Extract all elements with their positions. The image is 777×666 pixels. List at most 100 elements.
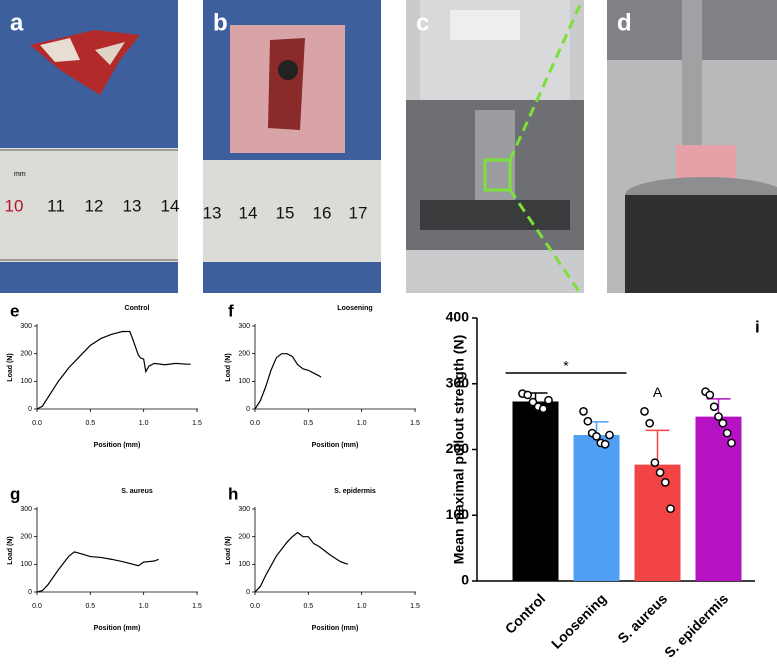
load-curve xyxy=(254,353,322,410)
panel-label: a xyxy=(10,9,24,36)
y-tick-label: 100 xyxy=(20,561,32,568)
y-tick-label: 200 xyxy=(238,534,250,541)
bar xyxy=(573,435,620,581)
x-tick-label: 0.0 xyxy=(250,603,260,610)
data-point xyxy=(528,397,538,407)
y-tick-label: 0 xyxy=(246,589,250,596)
load-curve xyxy=(254,531,349,593)
x-tick-label: 0.5 xyxy=(303,420,313,427)
x-tick-label: 0.5 xyxy=(85,420,95,427)
x-tick-label: 1.0 xyxy=(357,420,367,427)
x-tick-label: 0.0 xyxy=(32,603,42,610)
x-tick-label: Control xyxy=(502,590,549,637)
data-point xyxy=(640,407,649,416)
x-tick-label: S. epidermis xyxy=(661,590,731,660)
ruler-number: 16 xyxy=(313,203,332,222)
y-tick-label: 0 xyxy=(461,572,469,588)
x-axis-label: Position (mm) xyxy=(94,442,141,449)
y-tick-label: 0 xyxy=(28,406,32,413)
bar xyxy=(512,401,559,581)
data-point xyxy=(705,390,715,400)
y-axis-label: Load (N) xyxy=(7,536,14,564)
chart-title: Control xyxy=(125,305,150,312)
load-curve xyxy=(36,551,159,593)
data-point xyxy=(718,418,728,428)
ruler-unit: mm xyxy=(14,171,26,178)
y-tick-label: 0 xyxy=(28,589,32,596)
x-axis-label: Position (mm) xyxy=(312,625,359,632)
data-point xyxy=(727,438,736,448)
panel-label: g xyxy=(10,484,20,503)
chart-title: S. epidermis xyxy=(334,488,376,495)
x-tick-label: 1.5 xyxy=(192,603,202,610)
photo-a xyxy=(0,0,178,293)
panel-label: f xyxy=(228,301,234,320)
panel-label: h xyxy=(228,484,238,503)
data-point xyxy=(523,390,533,400)
data-point xyxy=(660,478,670,487)
chart-title: S. aureus xyxy=(121,488,153,495)
y-axis-label: Load (N) xyxy=(225,536,232,564)
data-point xyxy=(538,404,548,414)
data-point xyxy=(600,439,610,449)
photo-b xyxy=(203,0,381,293)
significance-label: * xyxy=(563,358,569,374)
panel-label: i xyxy=(755,317,760,336)
data-point xyxy=(544,395,553,405)
x-axis-label: Position (mm) xyxy=(312,442,359,449)
y-tick-label: 100 xyxy=(238,561,250,568)
data-point xyxy=(605,430,614,440)
data-point xyxy=(714,412,723,421)
ruler-number: 10 xyxy=(5,196,24,215)
y-tick-label: 200 xyxy=(20,534,32,541)
x-tick-label: 1.5 xyxy=(410,420,420,427)
y-tick-label: 200 xyxy=(238,351,250,358)
x-tick-label: 0.5 xyxy=(85,603,95,610)
data-point xyxy=(583,416,593,426)
photo-c xyxy=(406,0,584,294)
x-axis-label: Position (mm) xyxy=(94,625,141,632)
y-tick-label: 300 xyxy=(238,323,250,330)
data-point xyxy=(709,402,719,412)
y-tick-label: 300 xyxy=(238,506,250,513)
ruler-number: 14 xyxy=(161,196,180,215)
significance-label: A xyxy=(653,384,663,400)
y-tick-label: 0 xyxy=(246,406,250,413)
photo-d xyxy=(607,0,777,293)
data-point xyxy=(645,418,655,428)
y-tick-label: 300 xyxy=(20,323,32,330)
x-tick-label: 1.0 xyxy=(357,603,367,610)
y-tick-label: 200 xyxy=(446,440,470,456)
ruler-number: 13 xyxy=(203,203,222,222)
x-tick-label: Loosening xyxy=(548,590,609,651)
ruler-number: 12 xyxy=(85,196,104,215)
data-point xyxy=(579,407,588,416)
y-tick-label: 300 xyxy=(446,374,470,390)
data-point xyxy=(592,432,601,441)
y-axis-label: Load (N) xyxy=(7,353,14,381)
panel-label: b xyxy=(213,9,228,36)
panel-label: c xyxy=(416,9,429,36)
x-tick-label: 1.5 xyxy=(410,603,420,610)
x-tick-label: 0.0 xyxy=(250,420,260,427)
ruler-number: 17 xyxy=(349,203,368,222)
panel-label: e xyxy=(10,301,19,320)
y-tick-label: 400 xyxy=(446,309,470,325)
data-point xyxy=(666,504,675,514)
data-point xyxy=(722,428,732,438)
load-curve xyxy=(36,330,191,410)
x-tick-label: 0.0 xyxy=(32,420,42,427)
x-tick-label: 1.0 xyxy=(139,603,149,610)
y-tick-label: 300 xyxy=(20,506,32,513)
data-point xyxy=(655,468,665,477)
x-tick-label: 0.5 xyxy=(303,603,313,610)
ruler-number: 11 xyxy=(47,196,65,215)
ruler-number: 14 xyxy=(239,203,258,222)
chart-title: Loosening xyxy=(337,305,372,312)
x-tick-label: 1.5 xyxy=(192,420,202,427)
ruler-number: 13 xyxy=(123,196,142,215)
ruler-number: 15 xyxy=(276,203,295,222)
data-point xyxy=(650,458,660,467)
y-tick-label: 100 xyxy=(238,378,250,385)
